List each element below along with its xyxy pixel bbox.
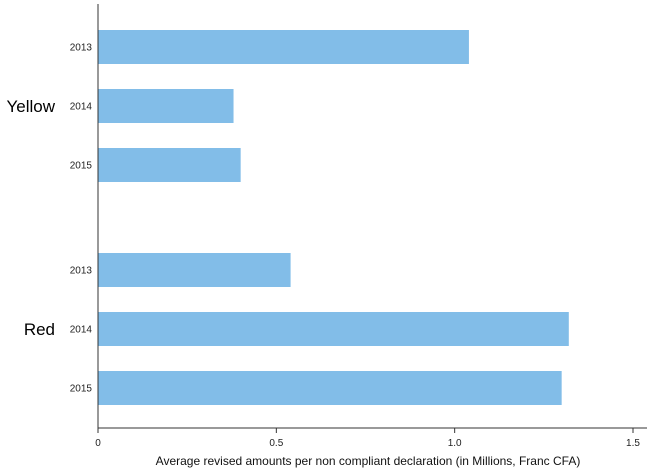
bar-red-2015 (98, 371, 562, 405)
x-tick-label-1.5: 1.5 (626, 438, 640, 449)
bar-red-2014 (98, 312, 569, 346)
bar-yellow-2013 (98, 30, 469, 64)
x-tick-label-0: 0 (95, 438, 101, 449)
year-label-red-2015: 2015 (70, 384, 93, 395)
year-label-yellow-2013: 2013 (70, 43, 93, 54)
x-tick-label-1.0: 1.0 (448, 438, 462, 449)
x-ticks-layer: 0 0.5 1.0 1.5 (95, 428, 640, 449)
x-axis-label: Average revised amounts per non complian… (156, 454, 581, 468)
year-label-red-2013: 2013 (70, 266, 93, 277)
bar-yellow-2014 (98, 89, 234, 123)
x-tick-label-0.5: 0.5 (269, 438, 283, 449)
y-labels-layer: 2013 2014 2015 Yellow 2013 2014 2015 Red (6, 43, 92, 395)
bar-yellow-2015 (98, 148, 241, 182)
year-label-red-2014: 2014 (70, 325, 93, 336)
group-label-red: Red (24, 320, 55, 339)
group-label-yellow: Yellow (6, 97, 55, 116)
year-label-yellow-2015: 2015 (70, 161, 93, 172)
bar-red-2013 (98, 253, 291, 287)
year-label-yellow-2014: 2014 (70, 102, 93, 113)
bars-layer (98, 30, 569, 405)
